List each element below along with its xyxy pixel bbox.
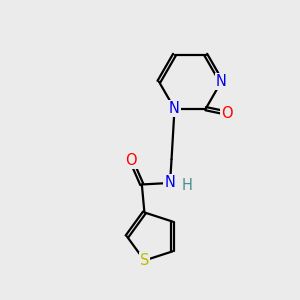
Text: N: N: [216, 74, 227, 89]
Text: O: O: [126, 153, 137, 168]
Text: H: H: [182, 178, 192, 193]
Text: O: O: [221, 106, 233, 121]
Text: N: N: [169, 101, 180, 116]
Text: S: S: [140, 253, 149, 268]
Text: N: N: [165, 176, 176, 190]
